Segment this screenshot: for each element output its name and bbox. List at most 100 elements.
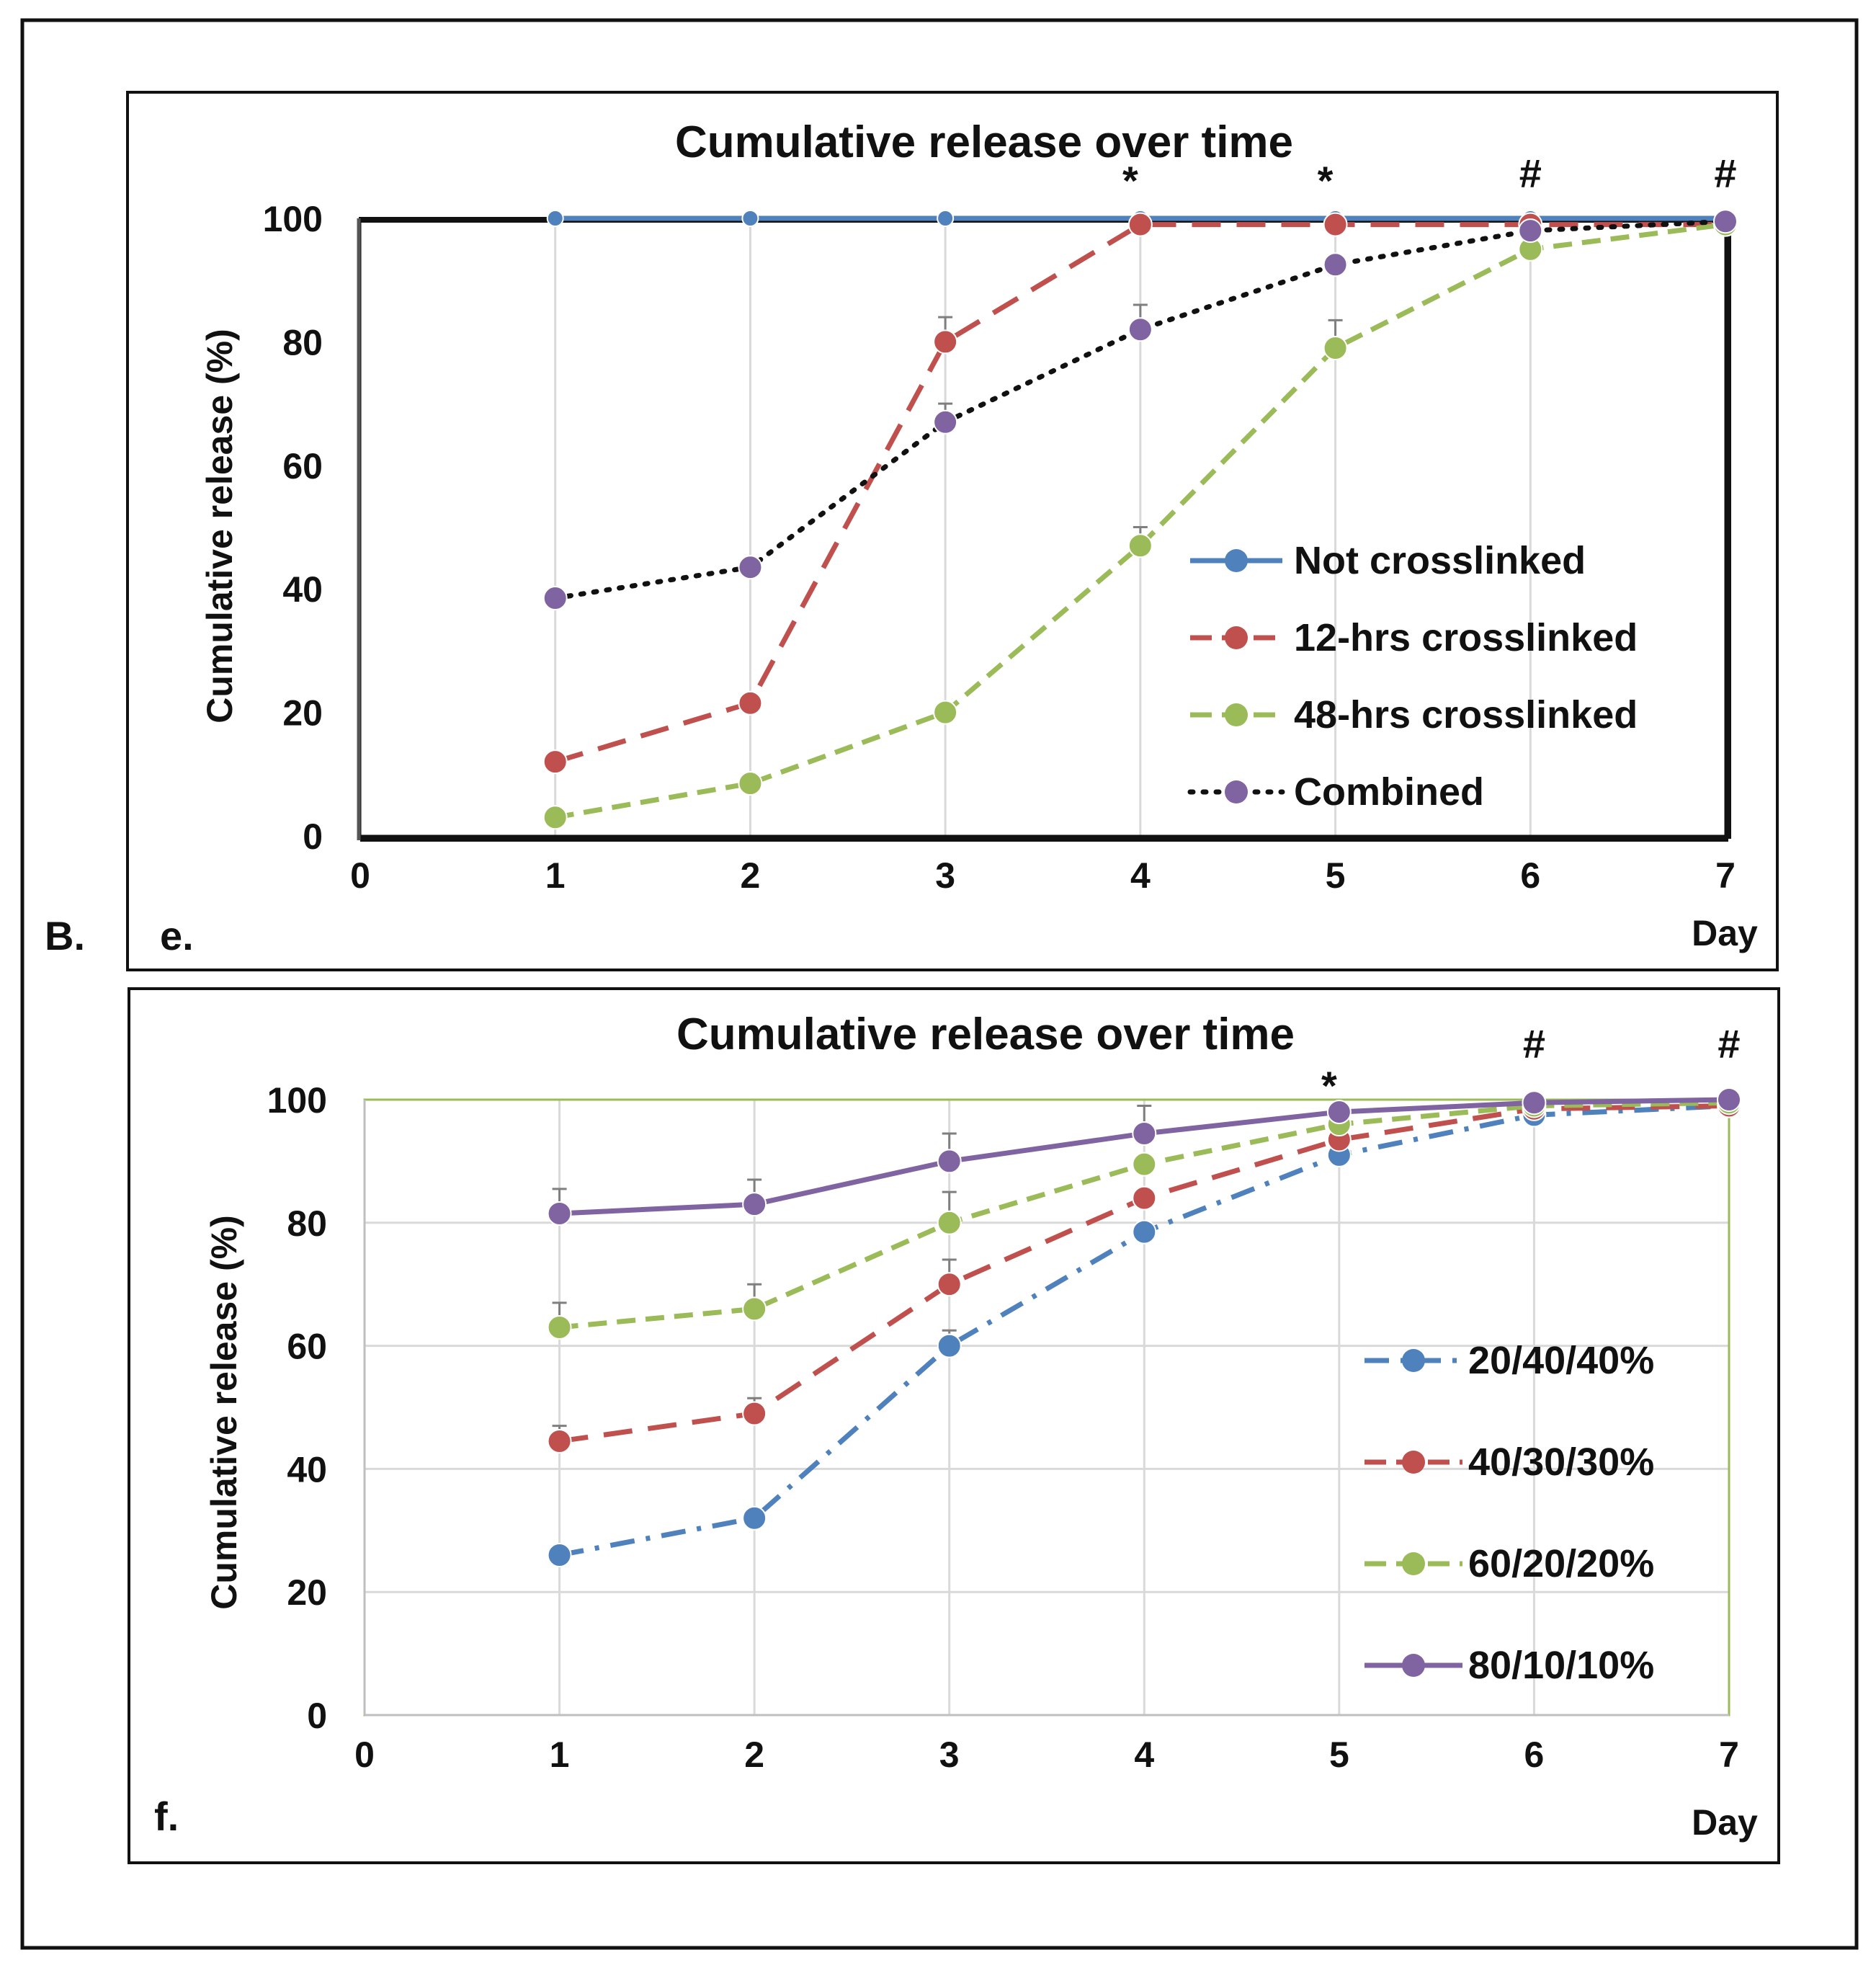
chart-e-legend-marker	[1225, 549, 1248, 572]
chart-f-data-point	[547, 1542, 572, 1567]
chart-e-data-point	[933, 700, 958, 725]
chart-e-data-point	[1518, 218, 1543, 244]
chart-e-data-point	[1127, 212, 1153, 237]
chart-e-x-tick-label: 4	[1130, 855, 1151, 896]
chart-e-y-tick-label: 40	[282, 569, 323, 610]
chart-f-ylabel: Cumulative release (%)	[204, 1215, 244, 1609]
chart-f-data-point	[742, 1505, 767, 1531]
chart-f-annotation: #	[1523, 1021, 1545, 1067]
chart-e-legend-marker	[1225, 780, 1248, 803]
chart-f-data-point	[1326, 1100, 1352, 1125]
chart-e-x-tick-label: 2	[741, 855, 761, 896]
chart-e-plot-area	[359, 217, 1727, 837]
chart-e-annotation: #	[1519, 151, 1542, 196]
chart-e-x-tick-label: 1	[545, 855, 566, 896]
chart-f-data-point	[547, 1201, 572, 1226]
chart-f-legend-label: 40/30/30%	[1468, 1441, 1654, 1484]
chart-e-data-point	[1323, 335, 1348, 360]
chart-e-y-tick-label: 20	[282, 693, 323, 734]
figure-outer-frame	[20, 18, 1859, 1950]
chart-f-data-point	[1132, 1121, 1157, 1146]
chart-e-data-point	[738, 555, 763, 580]
chart-f-legend-marker	[1402, 1552, 1425, 1575]
chart-e-annotation: *	[1318, 158, 1334, 203]
chart-e-plot: 0 20 40 60 80 100 0 1 2 3 4 5 6 7 * * # #	[263, 151, 1738, 896]
chart-f-data-point	[1522, 1090, 1547, 1116]
chart-f-legend-marker	[1402, 1349, 1425, 1372]
chart-f-data-point	[547, 1314, 572, 1340]
chart-e-legend-label: 48-hrs crosslinked	[1294, 693, 1638, 736]
chart-e-y-tick-label: 0	[303, 816, 323, 857]
chart-f-legend-marker	[1402, 1654, 1425, 1677]
chart-e-panel-label: e.	[160, 913, 194, 958]
chart-f-title: Cumulative release over time	[676, 1010, 1295, 1059]
chart-e-x-tick-label: 5	[1326, 855, 1346, 896]
chart-e-legend-label: Combined	[1294, 770, 1484, 814]
chart-e-data-point	[741, 210, 759, 227]
chart-f-data-point	[742, 1192, 767, 1217]
chart-f-x-tick-label: 1	[550, 1735, 570, 1775]
chart-f-data-point	[1132, 1185, 1157, 1211]
chart-e-y-tick-label: 60	[282, 446, 323, 486]
chart-f-plot-area	[363, 1098, 1730, 1717]
chart-e-data-point	[1127, 317, 1153, 342]
chart-f-data-point	[937, 1333, 962, 1358]
chart-e-data-point	[933, 409, 958, 435]
chart-f-data-point	[937, 1210, 962, 1235]
chart-f-annotation: #	[1718, 1021, 1740, 1067]
chart-f-legend: 20/40/40% 40/30/30% 60/20/20% 80/10/10%	[1364, 1339, 1654, 1687]
chart-e-data-point	[1127, 533, 1153, 558]
chart-f-data-point	[937, 1272, 962, 1297]
chart-f-data-point	[742, 1296, 767, 1322]
chart-f-y-tick-label: 100	[267, 1080, 327, 1121]
chart-f-y-tick-label: 0	[307, 1696, 327, 1736]
chart-f-x-tick-label: 7	[1719, 1735, 1739, 1775]
chart-f-data-point	[1132, 1152, 1157, 1177]
chart-e-data-point	[542, 586, 568, 611]
chart-e-legend-marker	[1225, 703, 1248, 726]
chart-f-data-point	[1132, 1219, 1157, 1245]
chart-e-y-tick-label: 100	[263, 199, 323, 239]
chart-e: Cumulative release over time e. Day Cumu…	[160, 117, 1758, 958]
chart-f-data-point	[742, 1401, 767, 1426]
chart-f-annotation: *	[1321, 1063, 1337, 1108]
chart-f-x-tick-label: 4	[1134, 1735, 1154, 1775]
chart-f: Cumulative release over time f. Day Cumu…	[154, 1010, 1758, 1843]
chart-f-legend-marker	[1402, 1451, 1425, 1474]
panel-e-frame	[126, 91, 1779, 971]
chart-e-data-point	[542, 805, 568, 830]
chart-f-legend-label: 20/40/40%	[1468, 1339, 1654, 1382]
chart-f-y-tick-label: 80	[287, 1203, 327, 1244]
chart-e-data-point	[542, 749, 568, 775]
chart-e-ylabel: Cumulative release (%)	[200, 329, 240, 723]
chart-e-data-point	[738, 690, 763, 716]
chart-e-legend-label: 12-hrs crosslinked	[1294, 616, 1638, 659]
chart-f-y-tick-label: 60	[287, 1327, 327, 1367]
chart-f-x-tick-label: 3	[939, 1735, 960, 1775]
chart-f-panel-label: f.	[154, 1794, 179, 1839]
chart-e-annotation: *	[1122, 158, 1138, 203]
chart-e-data-point	[1323, 252, 1348, 277]
chart-e-data-point	[546, 210, 564, 227]
chart-f-legend-label: 60/20/20%	[1468, 1542, 1654, 1585]
chart-e-legend-marker	[1225, 626, 1248, 649]
chart-e-data-point	[1323, 212, 1348, 237]
chart-f-plot: 0 20 40 60 80 100 0 1 2 3 4 5 6 7 * # #	[267, 1021, 1741, 1775]
panel-f-frame	[128, 987, 1780, 1864]
chart-e-data-point	[933, 329, 958, 355]
chart-f-data-point	[937, 1149, 962, 1174]
chart-e-y-tick-label: 80	[282, 322, 323, 362]
chart-f-x-tick-label: 2	[744, 1735, 764, 1775]
chart-e-x-tick-label: 7	[1715, 855, 1736, 896]
chart-e-x-tick-label: 6	[1520, 855, 1540, 896]
section-label: B.	[45, 913, 85, 958]
chart-f-legend-label: 80/10/10%	[1468, 1644, 1654, 1687]
chart-f-y-tick-label: 40	[287, 1449, 327, 1490]
chart-f-x-tick-label: 6	[1524, 1735, 1545, 1775]
chart-e-x-tick-label: 0	[350, 855, 370, 896]
chart-e-legend: Not crosslinked 12-hrs crosslinked 48-hrs …	[1187, 539, 1638, 814]
chart-e-series-4	[542, 209, 1738, 611]
chart-e-data-point	[937, 210, 955, 227]
chart-e-annotation: #	[1714, 151, 1736, 196]
